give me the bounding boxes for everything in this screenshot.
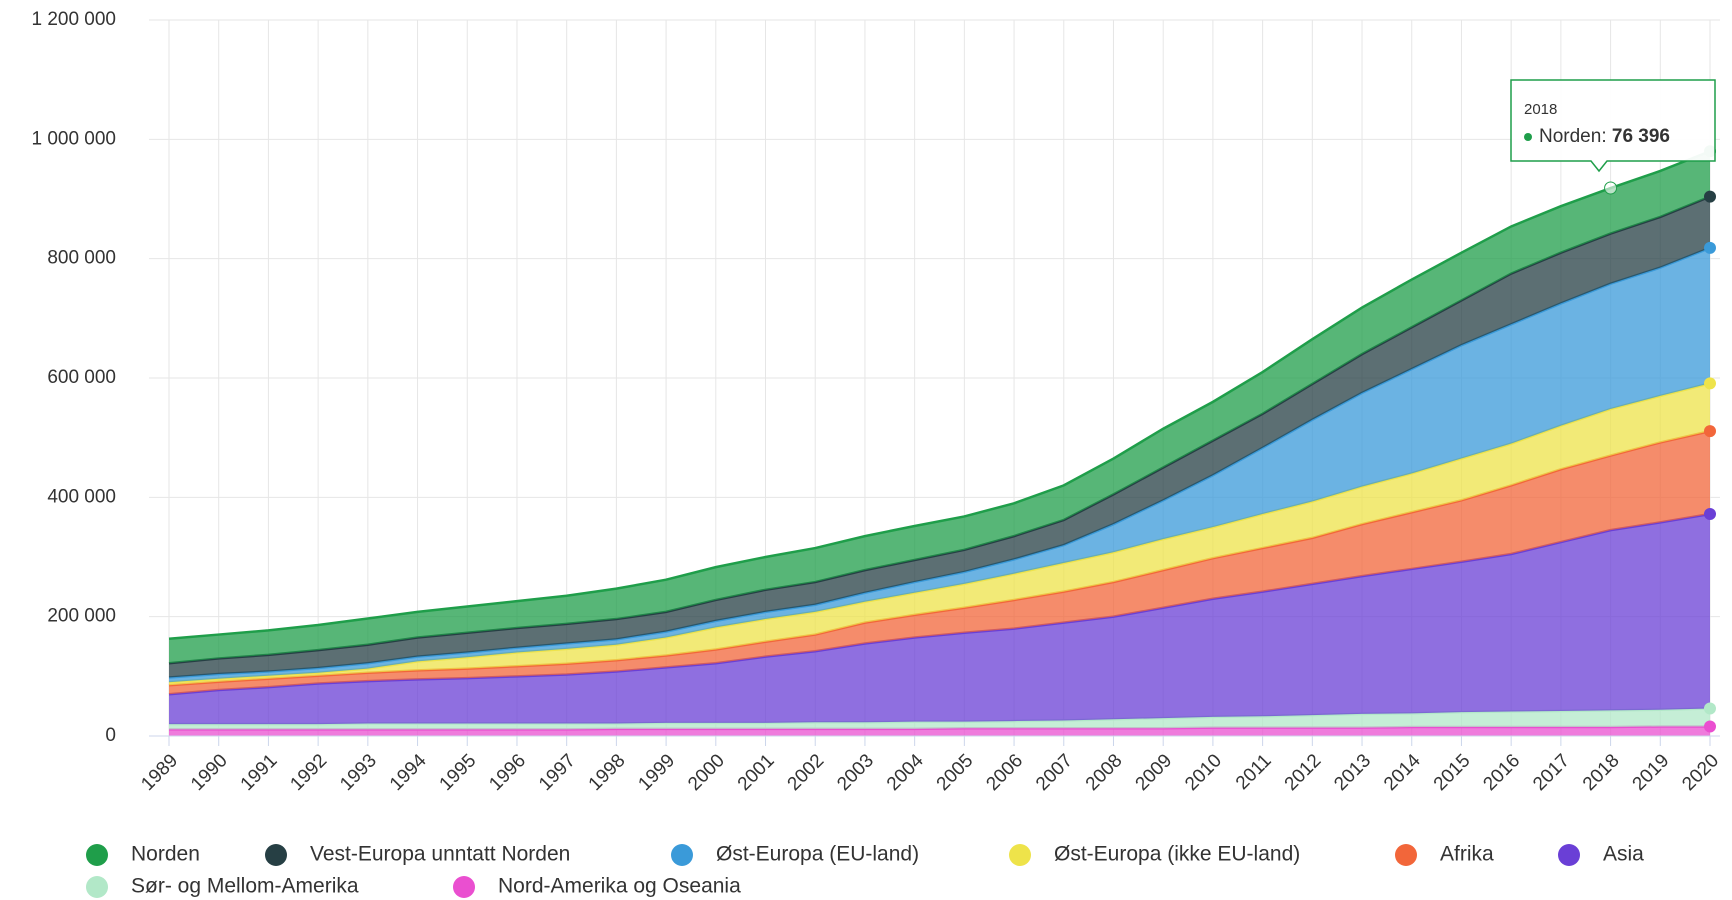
legend-label: Vest-Europa unntatt Norden <box>310 843 570 866</box>
x-tick-label: 2001 <box>734 750 779 795</box>
x-tick-label: 2007 <box>1032 750 1077 795</box>
legend-symbol <box>453 876 475 898</box>
legend-item[interactable]: Nord-Amerika og Oseania <box>453 875 741 898</box>
end-marker <box>1704 720 1716 733</box>
legend-item[interactable]: Afrika <box>1395 843 1494 866</box>
x-tick-label: 2018 <box>1579 750 1624 795</box>
legend-item[interactable]: Asia <box>1558 843 1644 866</box>
area-line <box>168 150 1711 640</box>
x-tick-label: 2014 <box>1380 750 1425 795</box>
x-tick-label: 1996 <box>485 750 530 795</box>
legend-item[interactable]: Norden <box>86 843 200 866</box>
legend-symbol <box>1395 844 1417 866</box>
y-tick-label: 0 <box>105 725 116 746</box>
legend-label: Afrika <box>1440 843 1494 866</box>
x-tick-label: 2005 <box>933 750 978 795</box>
y-tick-label: 200 000 <box>47 606 116 627</box>
x-tick-label: 2019 <box>1629 750 1674 795</box>
legend-item[interactable]: Sør- og Mellom-Amerika <box>86 875 359 898</box>
legend-label: Norden <box>131 843 200 866</box>
x-tick-label: 1990 <box>187 750 232 795</box>
legend-symbol <box>1558 844 1580 866</box>
x-tick-label: 2008 <box>1082 750 1127 795</box>
area <box>169 514 1710 725</box>
legend-symbol <box>86 844 108 866</box>
legend-symbol <box>86 876 108 898</box>
x-tick-label: 1993 <box>336 750 381 795</box>
tooltip-dot <box>1524 133 1532 141</box>
y-tick-label: 1 200 000 <box>31 9 116 30</box>
end-marker <box>1704 702 1716 715</box>
tooltip-series: Norden: <box>1539 126 1607 147</box>
x-tick-label: 2006 <box>982 750 1027 795</box>
legend-label: Asia <box>1603 843 1644 866</box>
x-tick-label: 1997 <box>535 750 580 795</box>
tooltip-heading: 2018 <box>1524 101 1557 118</box>
x-tick-label: 1989 <box>137 750 182 795</box>
x-tick-label: 2016 <box>1479 750 1524 795</box>
area <box>169 431 1710 695</box>
legend-item[interactable]: Øst-Europa (ikke EU-land) <box>1009 843 1300 866</box>
x-tick-label: 2000 <box>684 750 729 795</box>
x-tick-label: 2004 <box>883 750 928 795</box>
legend-symbol <box>265 844 287 866</box>
tooltip-value: 76 396 <box>1612 126 1670 147</box>
x-tick-label: 1991 <box>237 750 282 795</box>
x-tick-label: 2020 <box>1678 750 1723 795</box>
x-tick-label: 2009 <box>1132 750 1177 795</box>
y-tick-label: 1 000 000 <box>31 128 116 149</box>
x-tick-label: 1995 <box>436 750 481 795</box>
x-tick-label: 2011 <box>1232 750 1276 794</box>
tooltip-point <box>1604 181 1618 195</box>
legend-item[interactable]: Øst-Europa (EU-land) <box>671 843 919 866</box>
end-marker <box>1704 377 1716 390</box>
y-tick-label: 800 000 <box>47 248 116 269</box>
x-tick-label: 1998 <box>585 750 630 795</box>
tooltip-label: Norden: 76 396 <box>1539 126 1670 147</box>
x-tick-label: 1992 <box>286 750 331 795</box>
end-marker <box>1704 241 1716 254</box>
x-tick-label: 2012 <box>1281 750 1326 795</box>
legend-symbol <box>671 844 693 866</box>
y-tick-label: 400 000 <box>47 486 116 507</box>
x-tick-label: 2010 <box>1181 750 1226 795</box>
area <box>169 247 1710 683</box>
x-tick-label: 1999 <box>634 750 679 795</box>
end-marker <box>1704 425 1716 438</box>
end-marker <box>1704 190 1716 203</box>
x-tick-label: 2003 <box>833 750 878 795</box>
x-tick-label: 1994 <box>386 750 431 795</box>
legend-label: Nord-Amerika og Oseania <box>498 875 741 898</box>
x-tick-label: 2015 <box>1430 750 1475 795</box>
tooltip-box <box>1510 79 1716 173</box>
legend-label: Øst-Europa (EU-land) <box>716 843 919 866</box>
y-tick-label: 600 000 <box>47 367 116 388</box>
x-tick-label: 2002 <box>784 750 829 795</box>
legend-item[interactable]: Vest-Europa unntatt Norden <box>265 843 570 866</box>
legend-label: Sør- og Mellom-Amerika <box>131 875 359 898</box>
x-tick-label: 2013 <box>1330 750 1375 795</box>
legend-symbol <box>1009 844 1031 866</box>
end-marker <box>1704 508 1716 521</box>
x-tick-label: 2017 <box>1529 750 1574 795</box>
legend-label: Øst-Europa (ikke EU-land) <box>1054 843 1300 866</box>
